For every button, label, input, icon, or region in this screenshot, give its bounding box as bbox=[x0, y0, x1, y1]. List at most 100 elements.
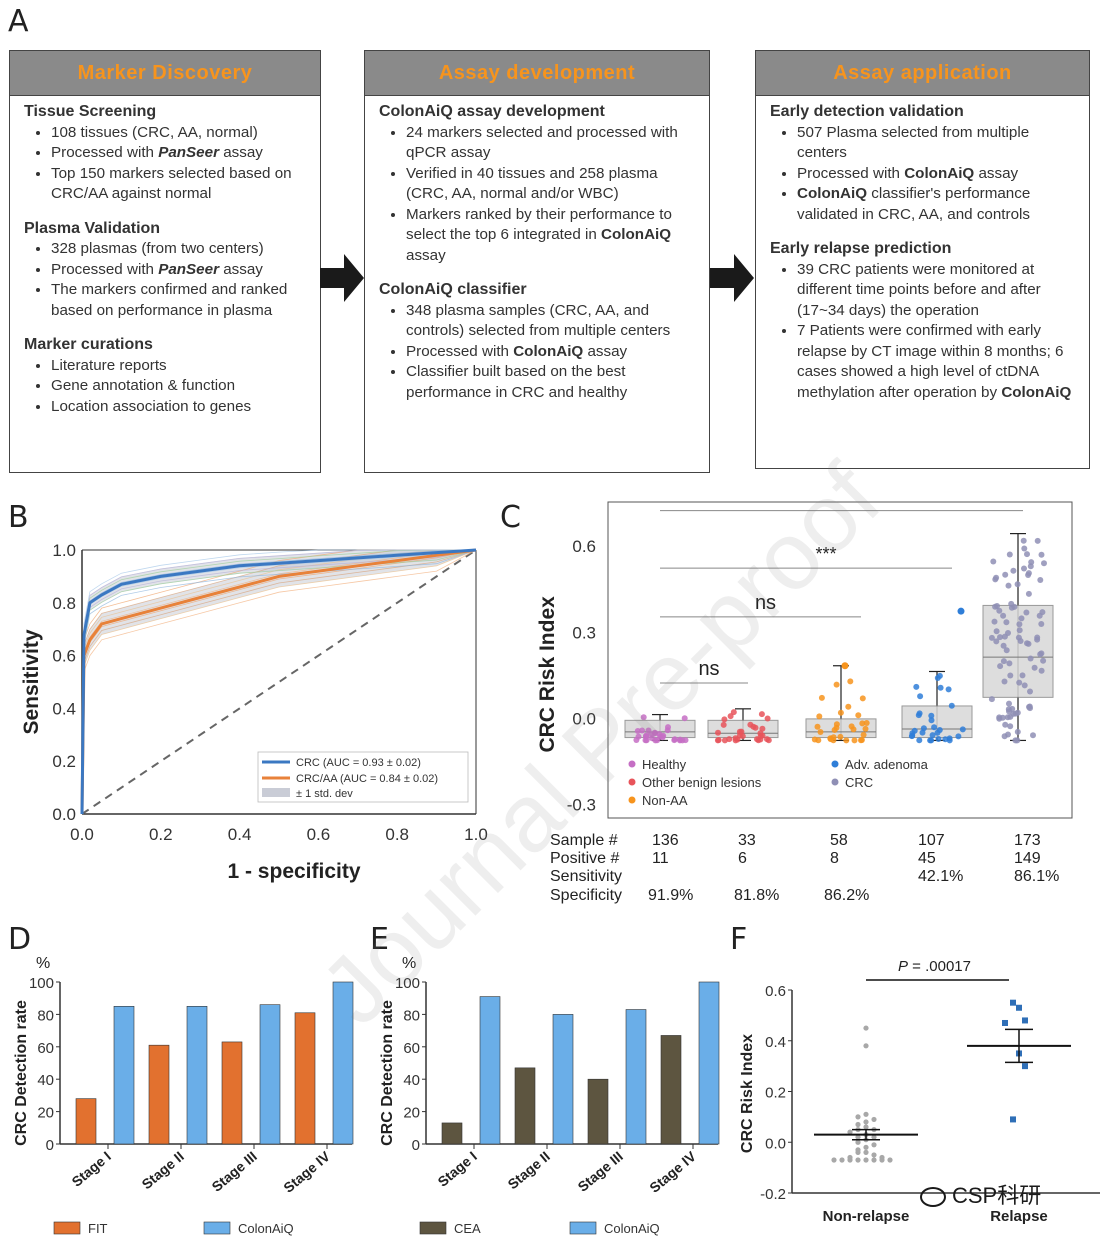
data-point bbox=[997, 634, 1003, 641]
data-point bbox=[863, 1025, 869, 1031]
y-tick-label: 0.6 bbox=[572, 537, 596, 556]
roc-chart: 0.0 0.2 0.4 0.6 0.8 1.0 0.0 0.2 0.4 0.6 0.8 1.0 1 - … bbox=[20, 541, 488, 883]
bootstrap-curve bbox=[81, 549, 477, 815]
data-point bbox=[720, 721, 727, 728]
data-point bbox=[1024, 551, 1030, 558]
bullet-list: 24 markers selected and processed with q… bbox=[379, 123, 697, 267]
data-point bbox=[996, 607, 1003, 614]
legend-label: Other benign lesions bbox=[642, 775, 762, 790]
data-point bbox=[1017, 638, 1024, 644]
data-point bbox=[871, 1116, 877, 1123]
data-point bbox=[928, 712, 935, 719]
data-point bbox=[714, 737, 721, 744]
data-point bbox=[837, 709, 844, 716]
table-cell: 149 bbox=[1014, 850, 1041, 867]
bullet-item: Literature reports bbox=[51, 356, 308, 377]
bullet-item: Location association to genes bbox=[51, 397, 308, 418]
data-point bbox=[721, 737, 728, 744]
panel-label-f: F bbox=[730, 922, 748, 957]
workflow-box-body: Early detection validation 507 Plasma sel… bbox=[756, 96, 1089, 403]
data-point bbox=[1038, 621, 1045, 627]
x-tick-label: Stage III bbox=[209, 1148, 260, 1195]
data-point bbox=[1012, 737, 1019, 744]
bullet-item: Classifier built based on the best perfo… bbox=[406, 362, 697, 403]
x-tick-label: 0.8 bbox=[385, 825, 409, 844]
bullet-item: ColonAiQ classifier's performance valida… bbox=[797, 184, 1077, 225]
data-point bbox=[757, 730, 764, 737]
data-point bbox=[715, 729, 721, 736]
data-point bbox=[1037, 577, 1044, 583]
y-tick-label: 60 bbox=[403, 1040, 420, 1057]
data-point bbox=[1025, 572, 1032, 578]
legend-label: Adv. adenoma bbox=[845, 757, 929, 772]
data-point bbox=[639, 727, 645, 734]
y-tick-label: 0.6 bbox=[765, 983, 786, 1000]
data-point bbox=[859, 720, 866, 727]
workflow-box-title: Marker Discovery bbox=[10, 51, 320, 96]
table-cell: 81.8% bbox=[734, 887, 780, 904]
data-point bbox=[1001, 733, 1008, 740]
workflow-box: Assay development ColonAiQ assay developm… bbox=[364, 50, 710, 473]
data-point bbox=[860, 731, 867, 738]
bar bbox=[587, 1078, 609, 1145]
data-point bbox=[851, 737, 858, 744]
legend-box bbox=[257, 751, 469, 803]
y-tick-label: 0.4 bbox=[52, 699, 76, 718]
data-point bbox=[1011, 603, 1018, 610]
data-point bbox=[957, 607, 965, 615]
y-tick-label: 40 bbox=[403, 1072, 420, 1089]
data-point bbox=[817, 729, 824, 735]
x-tick-label: Stage I bbox=[68, 1148, 113, 1190]
data-point bbox=[863, 1043, 869, 1049]
legend-label: ColonAiQ bbox=[604, 1221, 660, 1236]
x-tick-label: 0.2 bbox=[149, 825, 173, 844]
data-point bbox=[677, 736, 684, 743]
table-cell: 6 bbox=[738, 850, 747, 867]
bullet-item: 24 markers selected and processed with q… bbox=[406, 123, 697, 164]
data-point bbox=[916, 710, 923, 717]
data-point bbox=[871, 1134, 877, 1140]
bar bbox=[479, 996, 501, 1145]
data-point bbox=[859, 695, 866, 702]
data-point bbox=[635, 733, 642, 740]
y-unit-label: % bbox=[402, 955, 416, 972]
data-point bbox=[1000, 642, 1007, 649]
bootstrap-curve bbox=[81, 549, 476, 815]
data-point bbox=[1028, 559, 1035, 566]
data-point bbox=[1006, 700, 1012, 707]
relapse-scatter-chart: -0.2 0.0 0.2 0.4 0.6 CRC Risk Index Non-relaps… bbox=[739, 958, 1100, 1225]
y-tick-label: 100 bbox=[395, 975, 420, 992]
data-point bbox=[837, 733, 844, 740]
data-point bbox=[738, 728, 745, 735]
std-dev-band bbox=[82, 550, 476, 814]
data-point bbox=[671, 737, 678, 744]
stats-table: Sample # Positive # Sensitivity Specificity… bbox=[550, 832, 1090, 912]
data-point bbox=[946, 737, 953, 744]
data-point bbox=[1016, 1004, 1022, 1011]
y-tick-label: 60 bbox=[37, 1040, 54, 1057]
data-point bbox=[1001, 678, 1008, 685]
cea-detection-bar-chart: % 0 20 40 60 80 100 CRC Detection rate Stage I St… bbox=[379, 955, 720, 1236]
data-point bbox=[833, 721, 840, 728]
workflow-box-body: ColonAiQ assay development 24 markers sel… bbox=[365, 96, 709, 403]
data-point bbox=[1027, 655, 1034, 662]
series-line bbox=[80, 548, 477, 815]
bootstrap-curve bbox=[81, 549, 477, 815]
bootstrap-curve bbox=[81, 549, 477, 815]
y-axis-label: Sensitivity bbox=[20, 629, 43, 734]
workflow-box-body: Tissue Screening 108 tissues (CRC, AA, no… bbox=[10, 96, 320, 417]
x-tick-label: Stage III bbox=[575, 1148, 626, 1195]
x-tick-label: Non-relapse bbox=[823, 1208, 910, 1225]
significance-label: ns bbox=[698, 658, 719, 680]
data-point bbox=[721, 716, 728, 723]
data-point bbox=[871, 1142, 877, 1148]
y-tick-label: 80 bbox=[37, 1007, 54, 1024]
data-point bbox=[1031, 664, 1038, 671]
x-tick-label: Stage II bbox=[138, 1148, 186, 1192]
data-point bbox=[845, 703, 852, 710]
data-point bbox=[935, 736, 942, 742]
data-point bbox=[1007, 672, 1014, 679]
data-point bbox=[988, 696, 995, 703]
data-point bbox=[887, 1157, 893, 1163]
